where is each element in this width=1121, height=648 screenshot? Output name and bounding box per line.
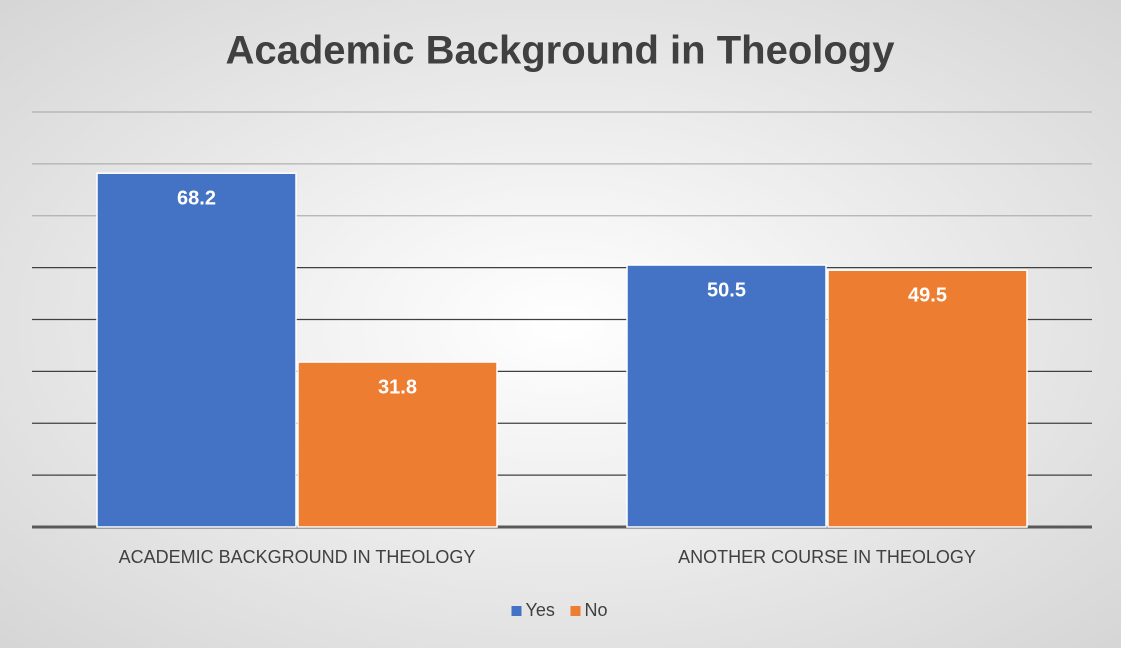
legend-label: Yes — [526, 600, 555, 620]
data-label: 68.2 — [177, 187, 216, 209]
bar — [96, 172, 297, 528]
data-label: 50.5 — [707, 279, 746, 301]
legend-label: No — [585, 600, 608, 620]
legend-swatch — [570, 606, 581, 616]
legend-swatch — [511, 606, 522, 616]
data-label: 49.5 — [908, 285, 947, 307]
bar — [297, 361, 498, 528]
bar — [626, 264, 827, 528]
data-label: 31.8 — [378, 376, 417, 398]
bar — [827, 269, 1028, 528]
x-tick-label: ANOTHER COURSE IN THEOLOGY — [678, 547, 976, 567]
chart-title: Academic Background in Theology — [225, 29, 895, 73]
x-tick-label: ACADEMIC BACKGROUND IN THEOLOGY — [119, 547, 476, 567]
